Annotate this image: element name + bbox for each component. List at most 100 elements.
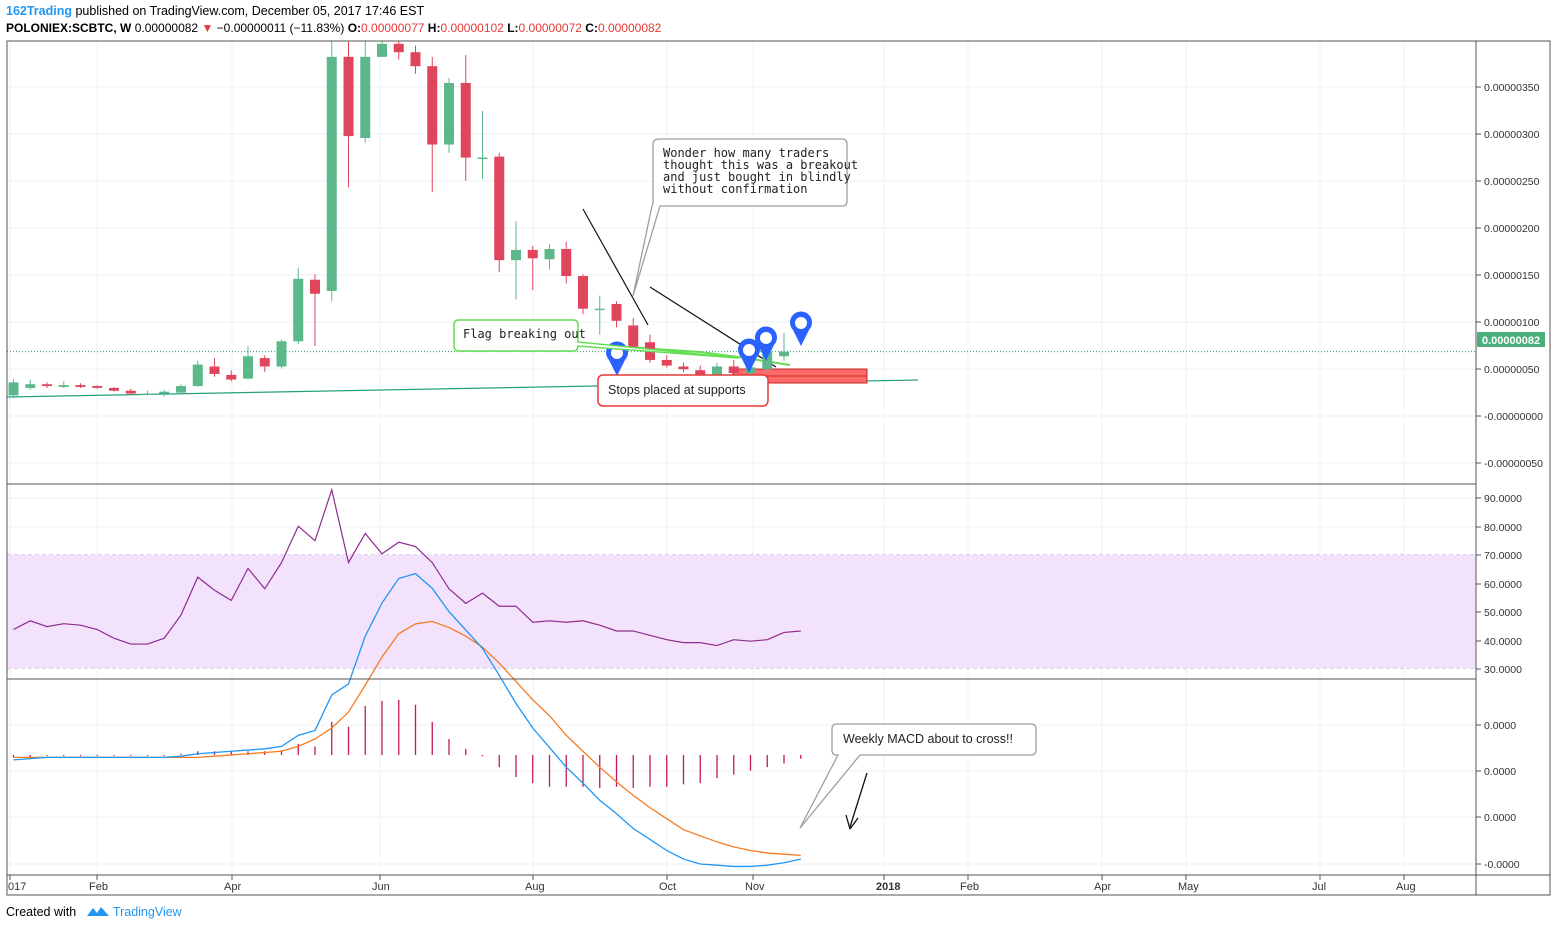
candle-body — [142, 393, 153, 396]
callout-line-3: and just bought in blindly — [663, 170, 851, 184]
tradingview-logo-icon — [86, 907, 109, 916]
x-tick-label: Feb — [89, 881, 108, 893]
candle-body — [243, 356, 253, 379]
price-tick-label: 0.00000300 — [1484, 129, 1540, 141]
price-tick-label: 0.00000350 — [1484, 82, 1540, 94]
candle-body — [779, 351, 789, 357]
price-tick-label: 0.00000200 — [1484, 223, 1540, 235]
candle-body — [728, 366, 739, 374]
publish-line: 162Trading published on TradingView.com,… — [6, 3, 661, 20]
macd-callout[interactable]: Weekly MACD about to cross!! — [799, 723, 1037, 829]
candle-body — [209, 366, 220, 374]
price-tick-label: 0.00000050 — [1484, 364, 1540, 376]
open-value: 0.00000077 — [361, 21, 425, 35]
candle-body — [444, 82, 454, 145]
candle-body — [343, 56, 354, 137]
low-value: 0.00000072 — [518, 21, 582, 35]
price-pane — [6, 40, 1477, 485]
stops-bubble — [597, 374, 769, 407]
candle-body — [276, 341, 287, 367]
stops-text: Stops placed at supports — [608, 383, 746, 397]
candle-body — [578, 276, 588, 309]
flag-callout[interactable]: Flag breaking out — [453, 319, 739, 359]
candle-body — [125, 390, 136, 394]
candle-body — [427, 66, 438, 145]
candle-body — [561, 248, 572, 277]
axis-corner — [1475, 874, 1551, 896]
x-tick-label: May — [1178, 881, 1199, 893]
price-tick-label: -0.00000000 — [1484, 411, 1543, 423]
marker-pin-icon — [790, 311, 813, 346]
x-tick-label: Aug — [525, 881, 545, 893]
price-change: −0.00000011 (−11.83%) — [216, 21, 345, 35]
rsi-tick-label: 80.0000 — [1484, 522, 1522, 534]
rsi-tick-label: 40.0000 — [1484, 636, 1522, 648]
macd-callout-text: Weekly MACD about to cross!! — [843, 732, 1013, 746]
candle-body — [310, 279, 320, 294]
rsi-tick-label: 70.0000 — [1484, 550, 1522, 562]
candle-body — [745, 367, 756, 374]
candle-body — [92, 386, 103, 388]
created-with-label: Created with — [6, 905, 77, 919]
chart-header: 162Trading published on TradingView.com,… — [6, 3, 661, 37]
candle-body — [8, 382, 19, 396]
x-tick-label: Feb — [960, 881, 979, 893]
candle-body — [360, 56, 371, 138]
candle-body — [109, 387, 119, 391]
pin-hole — [795, 317, 807, 329]
x-tick-label: Apr — [1094, 881, 1111, 893]
x-tick-label: 017 — [8, 881, 26, 893]
x-tick-label: Apr — [224, 881, 241, 893]
candle-body — [393, 43, 404, 53]
arrow-down-icon — [845, 814, 859, 830]
stops-callout[interactable]: Stops placed at supports — [597, 374, 769, 407]
high-value: 0.00000102 — [440, 21, 504, 35]
rsi-tick-label: 30.0000 — [1484, 664, 1522, 676]
rsi-line — [13, 487, 801, 647]
flag-bubble — [453, 319, 739, 359]
flag-upper-line-1 — [582, 208, 649, 326]
rsi-tick-label: 60.0000 — [1484, 579, 1522, 591]
candle-body — [460, 82, 471, 158]
marker-pin-icon — [738, 338, 761, 373]
price-tick-label: 0.00000100 — [1484, 317, 1540, 329]
candle-body — [192, 364, 203, 387]
candle-body — [762, 351, 773, 370]
rsi-tick-label: 50.0000 — [1484, 607, 1522, 619]
pin-hole — [760, 332, 772, 344]
candle-body — [661, 359, 672, 366]
candle-body — [477, 157, 488, 160]
candle-body — [58, 385, 69, 388]
candle-body — [42, 384, 52, 387]
down-arrow-icon: ▼ — [201, 21, 214, 35]
callout-line-2: thought this was a breakout — [663, 158, 858, 172]
author-link[interactable]: 162Trading — [6, 4, 72, 18]
x-tick-label: 2018 — [876, 881, 900, 893]
tradingview-brand-link[interactable]: TradingView — [112, 905, 182, 919]
x-tick-label: Oct — [659, 881, 676, 893]
x-tick-label: Jun — [372, 881, 390, 893]
breakout-callout[interactable]: Wonder how many traders thought this was… — [632, 138, 865, 297]
price-tick-label: -0.00000050 — [1484, 458, 1543, 470]
x-tick-label: Nov — [745, 881, 765, 893]
rsi-overbought-oversold-band — [7, 555, 1476, 668]
candle-body — [75, 385, 86, 388]
macd-tick-label: -0.0000 — [1484, 859, 1520, 871]
candle-body — [176, 386, 186, 393]
cross-arrow-line — [849, 772, 868, 828]
candle-body — [527, 249, 538, 259]
close-value: 0.00000082 — [597, 21, 662, 35]
callout-line-1: Wonder how many traders — [663, 146, 829, 160]
macd-line — [13, 572, 801, 868]
candle-body — [410, 52, 421, 67]
close-label: C: — [585, 21, 598, 35]
price-tick-label: 0.00000150 — [1484, 270, 1540, 282]
footer: Created with TradingView — [6, 905, 182, 919]
price-tick-label: 0.00000250 — [1484, 176, 1540, 188]
marker-pin-icon — [755, 326, 778, 361]
callout-text: Wonder how many traders thought this was… — [663, 146, 865, 196]
rsi-tick-label: 90.0000 — [1484, 493, 1522, 505]
candle-body — [226, 374, 237, 380]
candle-body — [259, 358, 270, 367]
